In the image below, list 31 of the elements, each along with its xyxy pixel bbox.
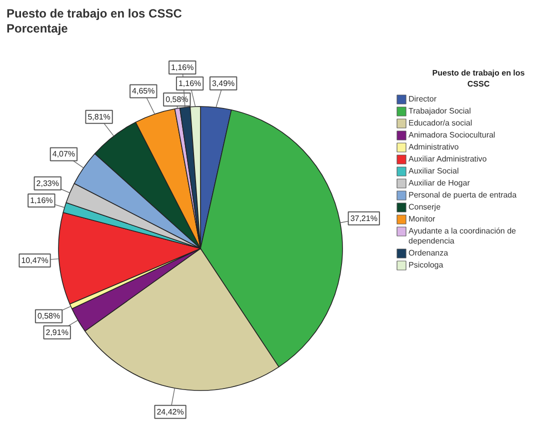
data-label: 1,16%: [178, 78, 202, 88]
legend-label: Monitor: [408, 214, 436, 224]
data-label: 2,33%: [36, 178, 59, 188]
legend-label: Animadora Sociocultural: [408, 130, 496, 140]
data-label: 4,07%: [52, 150, 76, 159]
legend-label: Conserje: [408, 202, 442, 212]
data-label: 10,47%: [21, 256, 48, 266]
data-label: 2,91%: [46, 328, 68, 337]
legend-label: Auxiliar Administrativo: [408, 154, 488, 164]
data-label: 5,81%: [88, 112, 110, 122]
legend-label: Director: [408, 94, 437, 104]
legend-label: Personal de puerta de entrada: [408, 190, 518, 200]
legend-label: Ayudante a la coordinación de dependencia: [408, 226, 517, 246]
legend-label: Administrativo: [408, 142, 460, 152]
legend-label: Auxiliar Social: [408, 166, 459, 176]
data-label: 0,58%: [166, 94, 188, 104]
legend-label: Ordenanza: [408, 248, 449, 258]
legend-label: Psicologa: [408, 260, 444, 270]
data-label: 4,65%: [132, 86, 155, 96]
legend-title: Puesto de trabajo en los CSSC: [6, 6, 182, 20]
data-label: 0,58%: [37, 312, 60, 321]
legend-label: Educador/a social: [408, 118, 472, 128]
data-label: 1,16%: [30, 196, 53, 206]
legend-label: Trabajador Social: [408, 106, 472, 116]
text: Puesto de trabajo en los CSSC: [432, 68, 526, 88]
data-label: 1,16%: [171, 62, 194, 72]
data-label: 37,21%: [350, 214, 378, 223]
legend-label: Auxiliar de Hogar: [408, 178, 470, 188]
data-label: 3,49%: [212, 78, 235, 88]
data-label: 24,42%: [156, 407, 184, 416]
chart-subtitle: Porcentaje: [6, 22, 68, 36]
